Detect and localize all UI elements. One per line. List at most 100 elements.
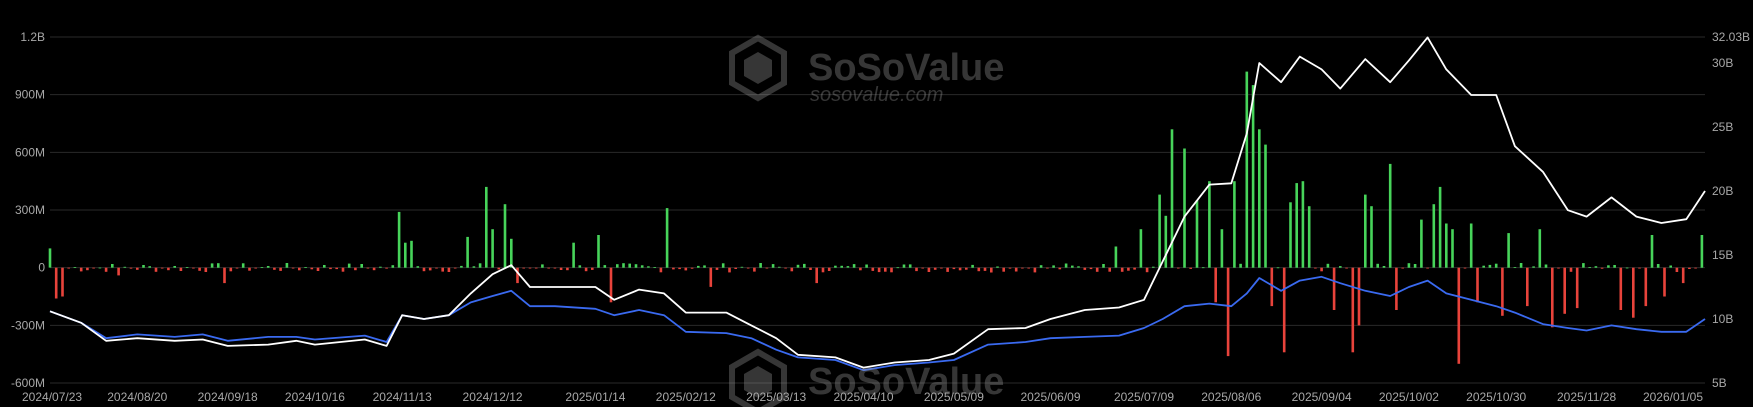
inflow-bar (1295, 183, 1298, 268)
outflow-bar (946, 267, 949, 272)
inflow-bar (217, 263, 220, 268)
outflow-bar (335, 267, 338, 270)
outflow-bar (684, 267, 688, 271)
outflow-bar (1401, 267, 1404, 269)
outflow-bar (877, 267, 881, 273)
outflow-bar (86, 267, 89, 271)
inflow-bar (1382, 266, 1386, 268)
inflow-bar (1183, 148, 1186, 268)
outflow-bar (136, 267, 139, 270)
inflow-bar (48, 248, 52, 268)
inflow-bar (73, 267, 77, 268)
inflow-bar (653, 267, 656, 268)
outflow-bar (453, 267, 457, 269)
outflow-bar (79, 267, 83, 272)
inflow-bar (1532, 266, 1535, 268)
outflow-bar (1619, 267, 1623, 310)
outflow-bar (591, 267, 594, 270)
inflow-bar (503, 204, 507, 268)
outflow-bar (753, 267, 756, 272)
outflow-bar (1575, 267, 1579, 309)
outflow-bar (659, 267, 663, 273)
outflow-bar (977, 267, 981, 272)
outflow-bar (435, 267, 438, 269)
x-tick-label: 2025/01/14 (565, 390, 625, 404)
outflow-bar (859, 267, 862, 271)
lines (49, 36, 1706, 372)
outflow-bar (1426, 267, 1429, 269)
blue-series-line (49, 275, 1706, 372)
outflow-bar (678, 267, 681, 270)
outflow-bar (821, 267, 825, 273)
y-right-tick-label: 10B (1712, 312, 1733, 326)
inflow-bar (1582, 263, 1585, 268)
outflow-bar (1663, 267, 1666, 297)
inflow-bar (1445, 223, 1448, 268)
outflow-bar (1145, 267, 1149, 273)
inflow-bar (478, 263, 482, 268)
inflow-bar (1544, 264, 1548, 268)
x-tick-label: 2025/10/30 (1466, 390, 1526, 404)
inflow-bar (1669, 265, 1672, 268)
inflow-bar (865, 264, 868, 268)
inflow-bar (622, 263, 625, 268)
outflow-bar (279, 267, 282, 271)
inflow-bar (285, 263, 289, 268)
flow-bars (48, 71, 1704, 364)
sosovalue-logo-icon (729, 348, 787, 407)
outflow-bar (1008, 267, 1012, 269)
inflow-bar (1201, 267, 1205, 269)
outflow-bar (310, 267, 314, 270)
inflow-bar (1170, 129, 1174, 268)
inflow-bar (1152, 266, 1155, 268)
outflow-bar (1214, 267, 1217, 303)
outflow-bar (154, 267, 158, 272)
inflow-bar (1613, 265, 1616, 268)
outflow-bar (1002, 267, 1005, 272)
inflow-bar (1494, 263, 1498, 268)
outflow-bar (1675, 267, 1679, 272)
inflow-bar (1538, 229, 1542, 268)
inflow-bar (846, 266, 850, 268)
inflow-bar (796, 264, 800, 268)
inflow-bar (1220, 229, 1224, 268)
x-tick-label: 2024/10/16 (285, 390, 345, 404)
outflow-bar (54, 267, 58, 299)
outflow-bar (1638, 267, 1641, 269)
inflow-bar (721, 263, 725, 268)
outflow-bar (291, 267, 295, 269)
outflow-bar (1332, 267, 1336, 310)
outflow-bar (1526, 267, 1529, 307)
inflow-bar (852, 264, 856, 268)
x-tick-label: 2024/09/18 (198, 390, 258, 404)
outflow-bar (516, 267, 519, 284)
inflow-bar (260, 267, 264, 268)
inflow-bar (1370, 206, 1373, 268)
axes: 1.2B 900M 600M 300M 0 -300M -600M 32.03B 30B 25B 2… (11, 30, 1750, 404)
outflow-bar (566, 267, 569, 271)
inflow-bar (665, 208, 669, 268)
inflow-bar (1307, 206, 1311, 268)
inflow-bar (840, 265, 843, 268)
inflow-bar (1507, 233, 1510, 268)
outflow-bar (890, 267, 893, 273)
inflow-bar (634, 264, 638, 268)
outflow-bar (1270, 267, 1274, 307)
inflow-bar (834, 265, 837, 268)
inflow-bar (1052, 265, 1055, 268)
inflow-bar (210, 263, 214, 268)
outflow-bar (366, 267, 370, 269)
inflow-bar (1071, 265, 1074, 268)
outflow-bar (104, 267, 108, 272)
inflow-bar (185, 267, 189, 268)
outflow-bar (871, 267, 875, 271)
inflow-bar (541, 264, 544, 268)
y-left-tick-label: 0 (38, 261, 45, 275)
x-tick-label: 2025/08/06 (1201, 390, 1261, 404)
inflow-bar (996, 266, 999, 268)
inflow-bar (466, 236, 469, 268)
outflow-bar (61, 267, 64, 297)
outflow-bar (921, 267, 924, 269)
outflow-bar (1557, 267, 1560, 269)
inflow-bar (416, 266, 420, 268)
